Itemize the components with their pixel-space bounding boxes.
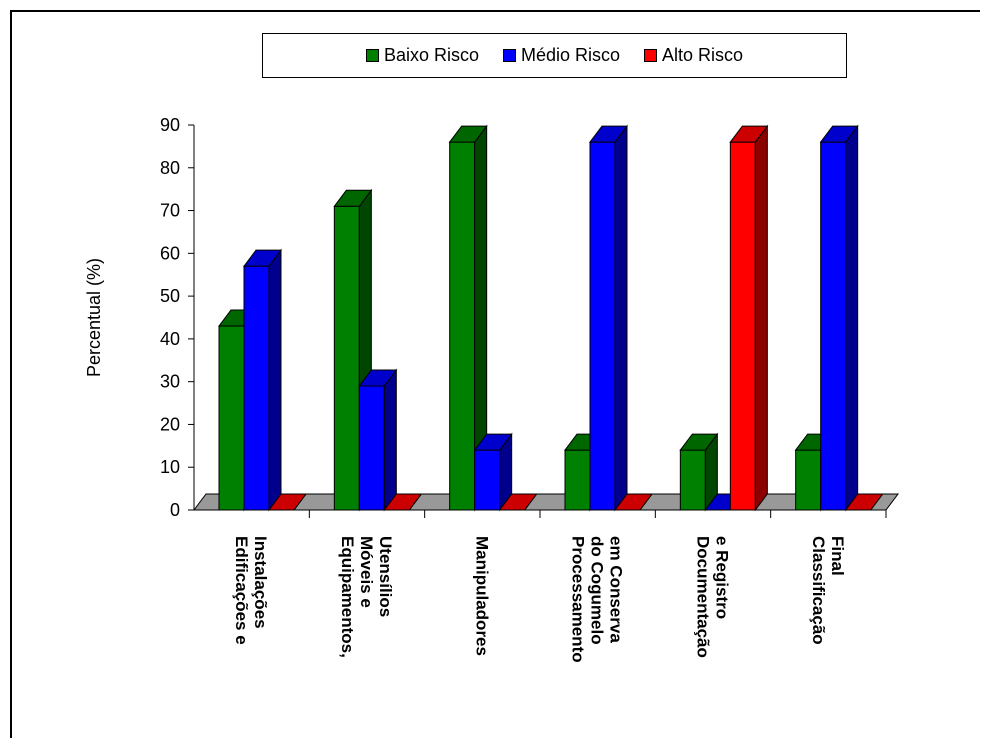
- bar-top-2: [844, 493, 884, 511]
- category-label-line: em Conserva: [607, 536, 626, 643]
- y-tick-label: 60: [160, 243, 180, 263]
- y-tick-label: 50: [160, 286, 180, 306]
- bar-1: [589, 141, 616, 511]
- y-tick-label: 40: [160, 329, 180, 349]
- y-tick-label: 0: [170, 500, 180, 520]
- bar-0: [449, 141, 476, 511]
- bar-0: [218, 325, 245, 511]
- bar-0: [333, 205, 360, 511]
- bar-side-1: [383, 368, 397, 512]
- bar-top-1: [473, 433, 513, 451]
- legend-swatch-alto: [644, 49, 658, 62]
- bar-top-2: [614, 493, 653, 511]
- y-tick-label: 20: [160, 414, 180, 434]
- bar-top-1: [819, 125, 859, 143]
- category-label-line: Edificações e: [232, 536, 251, 645]
- bar-1: [243, 265, 270, 511]
- bar-top-1: [589, 125, 628, 143]
- bar-top-0: [679, 433, 719, 451]
- bar-1: [820, 141, 847, 511]
- y-tick-label: 70: [160, 201, 180, 221]
- category-label: Classificação Final: [809, 536, 847, 645]
- legend-swatch-baixo: [365, 49, 379, 62]
- category-label-line: Classificação: [809, 536, 828, 645]
- category-label: Documentação e Registro: [694, 536, 732, 658]
- bar-top-0: [448, 125, 488, 143]
- bar-0: [679, 449, 706, 511]
- legend-item-alto: Alto Risco: [644, 45, 743, 66]
- bar-side-1: [268, 248, 282, 512]
- category-label-line: Utensílios: [376, 536, 395, 617]
- bar-top-2: [268, 493, 307, 511]
- category-label-line: Processamento: [569, 536, 588, 663]
- bar-top-1: [358, 369, 398, 387]
- y-tick-label: 80: [160, 158, 180, 178]
- bar-top-1: [242, 249, 283, 267]
- y-tick-label: 30: [160, 372, 180, 392]
- bar-top-2: [383, 493, 423, 511]
- category-label: Edificações e Instalações: [232, 536, 270, 645]
- chart-frame: [10, 10, 980, 738]
- legend: Baixo Risco Médio Risco Alto Risco: [262, 33, 847, 78]
- category-label-line: Final: [828, 536, 847, 576]
- category-label-line: do Cogumelo: [588, 536, 607, 645]
- bar-1: [358, 385, 385, 511]
- bar-top-2: [498, 493, 538, 511]
- y-axis-title: Percentual (%): [84, 258, 104, 377]
- bar-0: [795, 449, 822, 511]
- category-label-line: Móveis e: [357, 536, 376, 608]
- bar-top-0: [333, 189, 373, 207]
- bar-side-1: [614, 124, 628, 512]
- legend-label-baixo: Baixo Risco: [383, 45, 479, 65]
- bar-side-2: [754, 124, 768, 512]
- bar-side-1: [845, 124, 859, 512]
- category-label: Processamento do Cogumelo em Conserva: [569, 536, 626, 663]
- category-label-line: Equipamentos,: [338, 536, 357, 658]
- category-label-line: Instalações: [251, 536, 270, 629]
- bar-0: [564, 449, 591, 511]
- y-tick-label: 90: [160, 115, 180, 135]
- bar-1: [474, 449, 501, 511]
- y-tick-label: 10: [160, 457, 180, 477]
- legend-label-alto: Alto Risco: [662, 45, 744, 65]
- bar-top-2: [729, 125, 769, 143]
- category-label-line: Documentação: [694, 536, 713, 658]
- category-label: Equipamentos, Móveis e Utensílios: [338, 536, 395, 658]
- legend-item-baixo: Baixo Risco: [365, 45, 479, 66]
- legend-swatch-medio: [502, 49, 516, 62]
- category-label-line: e Registro: [713, 536, 732, 619]
- category-label-line: Manipuladores: [472, 536, 491, 656]
- legend-item-medio: Médio Risco: [502, 45, 621, 66]
- category-label: Manipuladores: [472, 536, 491, 656]
- bar-2: [729, 141, 756, 511]
- legend-label-medio: Médio Risco: [520, 45, 621, 65]
